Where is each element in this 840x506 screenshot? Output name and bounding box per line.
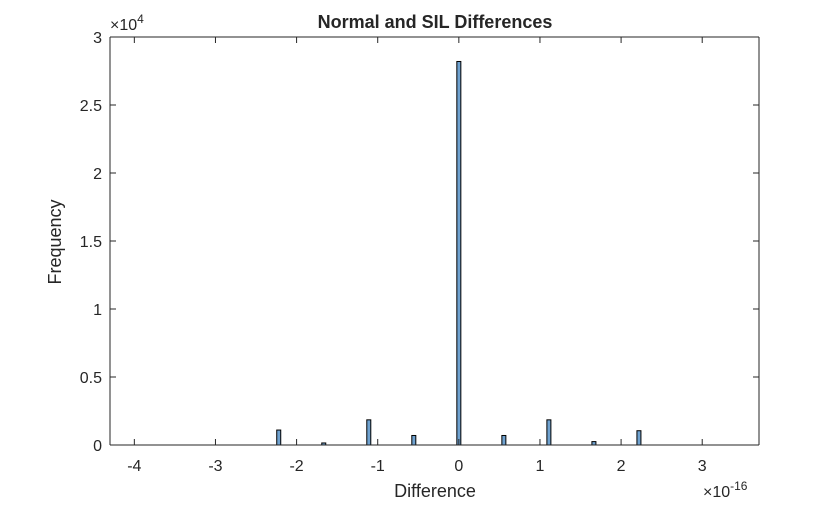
y-tick-label: 1.5 bbox=[80, 234, 102, 251]
x-tick-label: -2 bbox=[289, 458, 303, 475]
svg-text:×10-16: ×10-16 bbox=[703, 479, 748, 501]
y-tick-label: 2.5 bbox=[80, 98, 102, 115]
y-exponent-label: ×104 bbox=[110, 12, 144, 34]
x-tick-label: 1 bbox=[536, 458, 545, 475]
x-tick-label: -3 bbox=[208, 458, 222, 475]
y-exponent-base: ×10 bbox=[110, 17, 137, 34]
plot-area bbox=[110, 37, 759, 445]
histogram-bar bbox=[276, 429, 282, 446]
ticks-group: -4 -3 -2 -1 0 1 2 3 0 0.5 1 1.5 2 2.5 3 bbox=[80, 30, 759, 475]
x-tick-label: -1 bbox=[371, 458, 385, 475]
histogram-bar bbox=[411, 434, 417, 446]
plot-area-background bbox=[110, 37, 759, 445]
y-axis-label: Frequency bbox=[45, 199, 65, 284]
y-tick-label: 1 bbox=[93, 302, 102, 319]
x-exponent-power: -16 bbox=[730, 479, 748, 493]
y-tick-label: 0.5 bbox=[80, 370, 102, 387]
x-tick-label: 3 bbox=[698, 458, 707, 475]
x-tick-label: 2 bbox=[617, 458, 626, 475]
histogram-bar bbox=[636, 430, 642, 446]
y-tick-label: 2 bbox=[93, 166, 102, 183]
y-tick-label: 3 bbox=[93, 30, 102, 47]
x-exponent-label: ×10-16 bbox=[703, 479, 748, 501]
x-axis-label: Difference bbox=[394, 481, 476, 501]
histogram-bar bbox=[591, 441, 597, 446]
chart-title: Normal and SIL Differences bbox=[318, 12, 553, 32]
histogram-bar bbox=[501, 434, 507, 446]
histogram-bar bbox=[366, 419, 372, 446]
y-tick-label: 0 bbox=[93, 438, 102, 455]
histogram-bar bbox=[456, 60, 462, 446]
x-tick-label: 0 bbox=[454, 458, 463, 475]
x-tick-label: -4 bbox=[127, 458, 141, 475]
histogram-bar bbox=[546, 419, 552, 446]
y-exponent-power: 4 bbox=[137, 12, 144, 26]
svg-text:×104: ×104 bbox=[110, 12, 144, 34]
x-exponent-base: ×10 bbox=[703, 484, 730, 501]
